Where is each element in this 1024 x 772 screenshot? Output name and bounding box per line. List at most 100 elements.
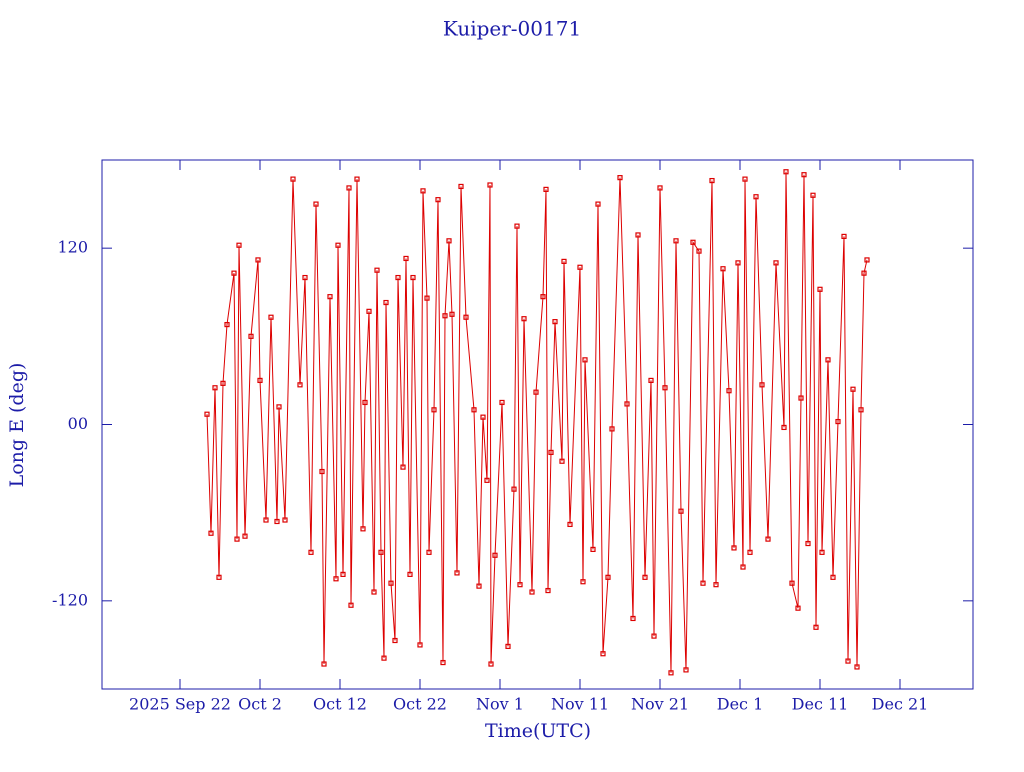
data-point <box>424 295 430 301</box>
x-tick-label: Dec 11 <box>792 695 849 714</box>
data-point <box>440 659 446 666</box>
data-point <box>825 357 831 363</box>
data-point <box>263 517 269 523</box>
data-point <box>798 395 804 401</box>
data-point <box>435 197 441 203</box>
data-point <box>313 201 319 207</box>
data-point <box>204 411 210 417</box>
data-point <box>234 536 240 542</box>
data-point <box>374 267 380 273</box>
x-tick-label: 2025 Sep 22 <box>129 695 231 714</box>
data-point <box>274 518 280 525</box>
data-point <box>864 257 870 263</box>
x-tick-label: Nov 21 <box>631 695 689 714</box>
data-point <box>753 194 759 200</box>
data-point <box>346 185 352 191</box>
data-point <box>819 549 825 555</box>
data-point <box>642 574 648 580</box>
data-point <box>630 615 636 622</box>
data-point <box>835 418 841 425</box>
data-point <box>360 526 366 532</box>
data-point <box>548 449 554 456</box>
data-point <box>354 176 360 182</box>
data-point <box>683 667 689 673</box>
data-point <box>801 172 807 178</box>
data-point <box>420 188 426 194</box>
data-point <box>795 605 801 611</box>
data-point <box>248 333 254 339</box>
data-point <box>545 587 551 594</box>
data-point <box>731 545 737 551</box>
data-point <box>395 274 401 281</box>
data-point <box>458 183 464 190</box>
data-point <box>257 377 263 384</box>
data-point <box>476 583 482 589</box>
data-point <box>208 530 214 536</box>
data-point <box>505 643 511 649</box>
data-point <box>212 385 218 391</box>
data-point <box>488 661 494 667</box>
data-point <box>319 468 325 475</box>
data-point <box>678 508 684 514</box>
data-point <box>321 661 327 667</box>
y-tick-label: 120 <box>57 238 88 257</box>
data-point <box>673 238 679 244</box>
data-point <box>740 564 746 570</box>
data-point <box>720 266 726 272</box>
data-point <box>773 260 779 266</box>
data-point <box>231 270 237 276</box>
x-tick-label: Oct 12 <box>313 695 367 714</box>
plot-frame <box>101 159 974 690</box>
data-point <box>308 549 314 555</box>
data-point <box>417 642 423 648</box>
data-point <box>220 380 226 386</box>
data-point <box>242 533 248 539</box>
data-point <box>268 314 274 320</box>
data-point <box>216 574 222 580</box>
data-point <box>517 582 523 588</box>
y-tick-label: -120 <box>52 590 88 609</box>
data-point <box>282 517 288 523</box>
data-point <box>561 258 567 264</box>
data-point <box>290 176 296 182</box>
x-tick-label: Oct 2 <box>238 695 282 714</box>
y-tick-label: 00 <box>68 414 88 433</box>
data-point <box>830 574 836 580</box>
data-point <box>255 257 261 263</box>
data-point <box>783 169 789 175</box>
data-point <box>400 464 406 470</box>
data-point <box>690 239 696 245</box>
data-point <box>747 549 753 555</box>
data-point <box>543 186 549 192</box>
data-point <box>817 286 823 292</box>
data-point <box>735 260 741 266</box>
x-tick-label: Nov 11 <box>551 695 609 714</box>
data-point <box>463 314 469 320</box>
data-point <box>236 242 242 248</box>
data-point <box>595 201 601 207</box>
data-point <box>765 536 771 542</box>
data-point <box>511 486 517 492</box>
data-point <box>366 308 372 314</box>
data-point <box>302 274 308 281</box>
data-point <box>471 407 477 413</box>
data-point <box>521 316 527 322</box>
data-point <box>362 399 368 406</box>
data-point <box>335 242 341 248</box>
data-point <box>696 248 702 254</box>
data-point <box>845 658 851 664</box>
data-point <box>403 255 409 262</box>
data-point <box>480 414 486 420</box>
data-point <box>487 182 493 188</box>
data-point <box>700 580 706 586</box>
data-point <box>789 580 795 586</box>
data-point <box>590 546 596 553</box>
data-point <box>446 238 452 244</box>
data-point <box>854 664 860 670</box>
data-point <box>759 382 765 388</box>
data-point <box>559 458 565 464</box>
data-point <box>567 521 573 528</box>
trajectory-line <box>206 171 868 673</box>
data-point <box>861 270 867 276</box>
